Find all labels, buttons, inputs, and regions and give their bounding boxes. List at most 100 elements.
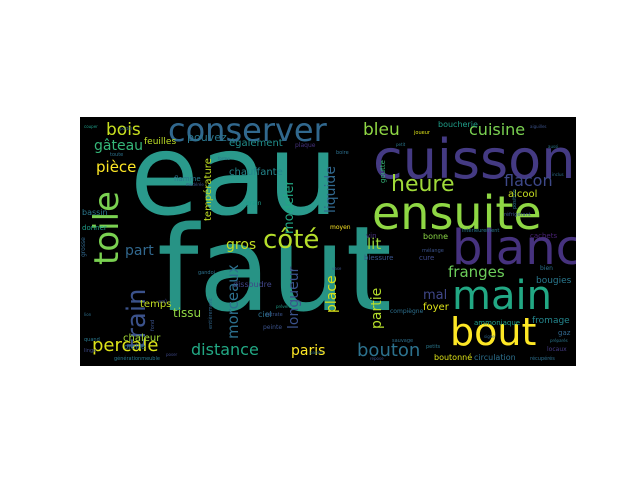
word-donner: donner — [82, 224, 107, 232]
word-morceaux: morceaux — [224, 264, 242, 339]
word-moyen: moyen — [330, 224, 351, 231]
word-joueur: joueur — [414, 130, 430, 136]
word-boucherie: boucherie — [438, 120, 478, 129]
word-paris: paris — [291, 343, 326, 359]
word-nitrate: nitrate — [266, 312, 283, 318]
word-pouvez: pouvez — [187, 131, 227, 144]
word-oreille: oreille — [124, 343, 146, 351]
word-plaque: plaque — [295, 142, 316, 149]
word-prevenir: prévenir — [276, 304, 293, 309]
word-liquide: liquide — [323, 166, 339, 213]
word-cuisine: cuisine — [469, 120, 526, 139]
word-ammoniaque: ammoniaque — [474, 319, 521, 327]
word-mal: mal — [423, 288, 448, 303]
word-longueur: longueur — [286, 266, 302, 329]
word-piece: pièce — [96, 158, 137, 176]
word-egalement: également — [229, 138, 283, 149]
word-aiguilles: aiguilles — [530, 124, 547, 129]
word-fromage: fromage — [532, 316, 570, 326]
word-circulation: circulation — [474, 353, 516, 362]
word-melange: mélange — [422, 248, 444, 254]
word-ciel: ciel — [258, 310, 272, 319]
word-porter: porter — [120, 126, 133, 131]
word-chauffante: chauffante — [229, 167, 283, 178]
word-alcool: alcool — [508, 189, 538, 200]
word-bout: bout — [450, 310, 537, 354]
word-recuperes: récupérés — [530, 356, 555, 362]
word-faut: faut — [157, 200, 392, 338]
word-vase: vase — [332, 266, 342, 271]
word-cure: cure — [419, 254, 435, 262]
word-poser: poser — [166, 352, 178, 357]
word-vin: vin — [366, 232, 377, 240]
word-foyer: foyer — [423, 302, 449, 313]
word-boutonne: boutonné — [434, 353, 473, 362]
word-entierement: entièrement — [208, 298, 214, 329]
word-generationmeuble: générationmeuble — [114, 356, 160, 362]
word-temperature: température — [203, 158, 214, 221]
word-gros: gros — [226, 237, 257, 253]
word-cote: côté — [263, 225, 320, 255]
word-cloud: eau faut cuisson ensuite blanc main cons… — [80, 117, 576, 366]
word-passer: passer — [310, 350, 324, 355]
word-aou: aoû — [158, 299, 168, 305]
word-inclus: inclus — [552, 172, 564, 177]
word-refrigerant: réfrigérant — [504, 212, 531, 218]
word-signe: signe — [484, 334, 495, 339]
word-flamme: flamme — [174, 175, 201, 183]
word-place: place — [324, 275, 340, 313]
word-goutte: goutte — [379, 160, 387, 183]
word-couper: couper — [84, 124, 98, 129]
word-blessure: blessure — [364, 254, 394, 262]
word-bien: bien — [540, 265, 553, 272]
word-main: main — [452, 273, 552, 319]
word-linge: linge — [84, 348, 97, 354]
word-moderee: modérée — [186, 182, 204, 187]
word-eau: eau — [130, 117, 339, 241]
word-locaux: locaux — [547, 346, 567, 353]
word-quand: quand — [84, 337, 100, 343]
word-prepares: préparés — [550, 338, 568, 343]
word-bois: bois — [106, 120, 141, 140]
word-forme: forme — [218, 156, 230, 161]
word-compiegne: compiègne — [390, 308, 424, 315]
word-grosse: grosse — [80, 237, 87, 257]
word-sauvage: sauvage — [392, 338, 414, 344]
word-fond: fond — [150, 319, 156, 331]
word-blanc: blanc — [452, 220, 576, 276]
word-lit: lit — [367, 235, 382, 253]
word-bonne: bonne — [423, 232, 449, 241]
word-repose: repose — [370, 356, 384, 361]
word-interieurement: intérieurement — [462, 228, 500, 234]
word-bouton: bouton — [357, 340, 421, 361]
word-boire: boire — [336, 150, 349, 156]
word-feuilles: feuilles — [144, 137, 177, 147]
word-bougies: bougies — [536, 276, 572, 286]
word-cuisson: cuisson — [373, 128, 576, 191]
word-cachets: cachets — [530, 232, 558, 240]
word-ensuite: ensuite — [372, 186, 542, 240]
word-gaz: gaz — [558, 329, 571, 337]
word-gandoi: gandoi — [198, 270, 216, 276]
word-lion: lion — [84, 312, 92, 317]
word-distance: distance — [191, 340, 259, 359]
word-flacon: flacon — [504, 171, 553, 190]
word-modeler: modeler — [282, 180, 297, 234]
word-chaleur: chaleur — [123, 333, 161, 344]
word-part: part — [125, 243, 154, 259]
word-tissu: tissu — [173, 306, 202, 320]
word-franges: franges — [448, 263, 505, 281]
word-dissoudre: dissoudre — [233, 280, 272, 289]
word-conserver: conserver — [168, 117, 327, 149]
word-gateau: gâteau — [94, 138, 144, 154]
word-petit: petit — [396, 142, 406, 147]
word-percale: percale — [92, 335, 159, 356]
word-partie: partie — [369, 287, 385, 329]
word-grain: grain — [246, 200, 262, 207]
word-aussi: aussi — [548, 144, 559, 149]
word-bassin: bassin — [82, 208, 108, 217]
word-heure: heure — [391, 172, 455, 197]
word-petits: petits — [426, 344, 441, 350]
word-bleu: bleu — [363, 120, 400, 140]
word-peinte: peinte — [263, 324, 283, 331]
